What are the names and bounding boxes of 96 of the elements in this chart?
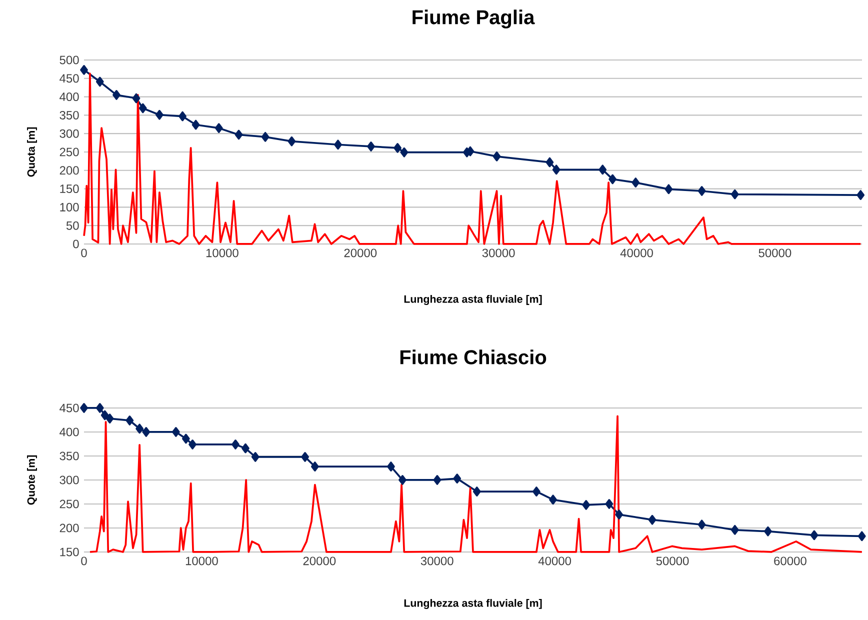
y-tick-label: 50 (66, 221, 79, 230)
point (664, 184, 673, 194)
point (453, 474, 462, 484)
point (608, 174, 617, 184)
x-tick-label: 30000 (420, 556, 454, 566)
point (80, 403, 88, 413)
point (188, 440, 196, 450)
point (546, 157, 554, 168)
point (310, 462, 319, 472)
point (261, 132, 270, 142)
x-tick-label: 10000 (186, 556, 218, 566)
point (182, 434, 190, 444)
x-tick-label: 50000 (758, 248, 792, 258)
x-tick-label: 20000 (303, 556, 336, 566)
point (632, 178, 640, 188)
point (532, 486, 540, 496)
x-axis-title: Lunghezza asta fluviale [m] (404, 598, 542, 609)
point (582, 500, 590, 510)
y-tick-label: 400 (60, 428, 79, 436)
point (605, 499, 614, 509)
point (698, 186, 706, 196)
y-tick-label: 450 (60, 74, 79, 83)
point (858, 531, 866, 542)
y-tick-label: 300 (60, 476, 79, 484)
point (394, 143, 402, 153)
point (698, 520, 706, 530)
point (136, 424, 144, 434)
point (126, 416, 134, 426)
x-tick-label: 10000 (206, 248, 238, 258)
point (232, 440, 240, 450)
x-tick-label: 60000 (774, 556, 806, 566)
point (472, 486, 481, 496)
y-tick-label: 250 (60, 148, 79, 156)
point (251, 452, 260, 462)
chart-title: Fiume Chiascio (400, 350, 546, 364)
x-tick-label: 0 (81, 248, 87, 258)
y-tick-label: 400 (60, 92, 79, 102)
point (856, 190, 865, 200)
y-tick-label: 350 (60, 452, 79, 460)
y-tick-label: 250 (60, 500, 79, 508)
line-series (83, 72, 862, 245)
x-tick-label: 20000 (344, 248, 377, 258)
line-series (89, 415, 863, 553)
point (301, 452, 309, 462)
point (730, 524, 739, 535)
y-tick-label: 0 (73, 240, 79, 248)
point (96, 76, 104, 87)
y-tick-label: 200 (60, 166, 79, 175)
y-tick-label: 300 (60, 129, 79, 138)
y-tick-label: 500 (60, 56, 79, 64)
y-axis-title: Quote [m] (27, 455, 37, 505)
point (367, 142, 375, 152)
point (615, 510, 623, 520)
point (132, 93, 140, 104)
point (172, 427, 180, 437)
chart-title: Fiume Paglia (412, 10, 535, 28)
point (96, 403, 104, 413)
y-tick-label: 100 (60, 202, 79, 212)
point (80, 65, 88, 75)
point (492, 151, 501, 162)
y-tick-label: 450 (60, 404, 79, 412)
y-tick-label: 150 (60, 184, 79, 194)
x-tick-label: 40000 (538, 556, 572, 566)
point (142, 427, 150, 437)
point (730, 189, 739, 200)
point (552, 164, 560, 175)
point (598, 164, 607, 175)
point (234, 130, 243, 140)
x-tick-label: 0 (81, 556, 87, 566)
x-tick-label: 50000 (656, 556, 689, 566)
y-tick-label: 150 (60, 548, 79, 556)
x-tick-label: 40000 (620, 248, 653, 258)
x-tick-label: 30000 (482, 248, 515, 258)
point (764, 526, 772, 536)
point (648, 514, 656, 525)
point (100, 410, 109, 420)
point (214, 123, 223, 134)
point (433, 475, 442, 485)
point (549, 494, 557, 505)
x-axis-title: Lunghezza asta fluviale [m] (404, 294, 542, 305)
point (400, 147, 408, 158)
y-axis-title: Quota [m] (27, 127, 37, 177)
point (156, 110, 164, 120)
point (178, 111, 186, 122)
point (112, 90, 120, 100)
point (810, 530, 818, 540)
point (398, 475, 406, 485)
y-tick-label: 200 (60, 524, 79, 532)
point (334, 140, 342, 150)
y-tick-label: 350 (60, 110, 79, 120)
point (387, 462, 395, 472)
point (192, 120, 200, 130)
point (288, 136, 296, 146)
point (106, 414, 114, 424)
point (242, 443, 250, 454)
point (138, 103, 147, 114)
